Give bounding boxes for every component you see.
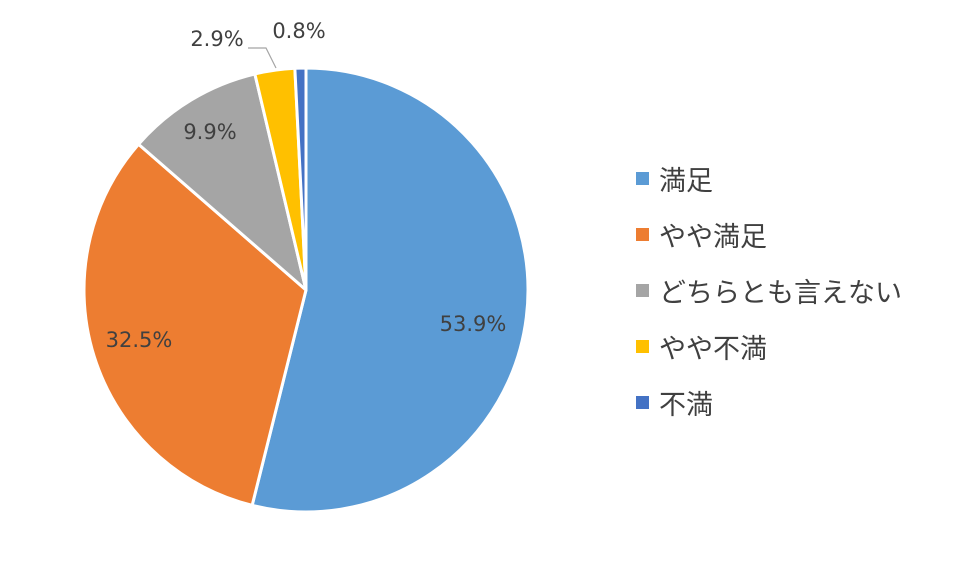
legend-item-dissatisfied: 不満 xyxy=(636,374,946,430)
pie-slices xyxy=(82,66,530,514)
pie-slice xyxy=(82,142,308,507)
legend-item-somewhat-satisfied: やや満足 xyxy=(636,206,946,262)
pie-slice xyxy=(250,66,530,514)
data-label: 0.8% xyxy=(272,19,325,43)
legend: 満足 やや満足 どちらとも言えない やや不満 不満 xyxy=(636,150,946,430)
data-label: 53.9% xyxy=(440,312,507,336)
leader-line xyxy=(248,47,277,69)
legend-label: やや不満 xyxy=(659,333,767,365)
legend-swatch xyxy=(636,395,649,409)
pie-slice xyxy=(137,72,308,292)
legend-label: 不満 xyxy=(659,389,713,421)
legend-label: どちらとも言えない xyxy=(659,277,902,309)
leader-lines xyxy=(248,47,277,69)
legend-item-satisfied: 満足 xyxy=(636,150,946,206)
data-label: 32.5% xyxy=(106,328,173,352)
data-labels: 53.9% 32.5% 9.9% 2.9% 0.8% xyxy=(106,19,507,352)
legend-label: やや満足 xyxy=(659,221,767,253)
legend-item-neutral: どちらとも言えない xyxy=(636,262,946,318)
data-label: 2.9% xyxy=(190,27,243,51)
legend-swatch xyxy=(636,339,649,353)
legend-item-somewhat-dissatisfied: やや不満 xyxy=(636,318,946,374)
data-label: 9.9% xyxy=(183,120,236,144)
pie-slice xyxy=(293,66,308,292)
legend-swatch xyxy=(636,227,649,241)
legend-swatch xyxy=(636,171,649,185)
legend-label: 満足 xyxy=(659,165,713,197)
legend-swatch xyxy=(636,283,649,297)
